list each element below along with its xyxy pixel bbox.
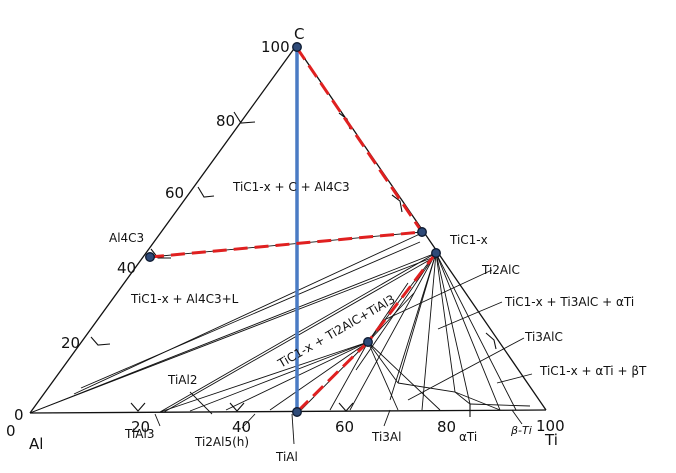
leader-line bbox=[383, 269, 493, 321]
tie-line bbox=[80, 241, 421, 389]
region-label-tic-al4c3-l: TiC1-x + Al4C3+L bbox=[130, 292, 239, 306]
point-markers bbox=[145, 42, 441, 417]
tie-line bbox=[329, 341, 369, 411]
leader-line bbox=[383, 409, 391, 427]
tie-line bbox=[29, 252, 437, 414]
marker-tic-upper bbox=[417, 227, 427, 237]
tie-line bbox=[421, 252, 437, 411]
tie-line bbox=[189, 341, 369, 412]
axis-tick-ti-0: 0 bbox=[6, 422, 16, 440]
tick-mark bbox=[233, 111, 256, 124]
tie-line bbox=[355, 257, 434, 371]
leader-line bbox=[511, 409, 523, 425]
axis-tick-c-60: 60 bbox=[165, 184, 184, 202]
axis-tick-ti-100: 100 bbox=[536, 417, 565, 435]
region-label-tic-alpha-beta: TiC1-x + αTi + βT bbox=[539, 364, 647, 378]
leader-line bbox=[154, 413, 161, 427]
axis-labels: C 100 80 60 40 20 0 0 Al 20 40 60 80 100… bbox=[6, 25, 565, 453]
axis-tick-c-20: 20 bbox=[61, 334, 80, 352]
axis-tick-c-40: 40 bbox=[117, 259, 136, 277]
tie-lines bbox=[29, 231, 531, 414]
tie-line bbox=[73, 232, 423, 395]
phase-label-al4c3: Al4C3 bbox=[109, 231, 144, 245]
marker-ti2alc bbox=[363, 337, 373, 347]
phase-label-ti3al: Ti3Al bbox=[371, 430, 401, 444]
axis-tick-c-100: 100 bbox=[261, 38, 290, 56]
tie-line bbox=[435, 252, 456, 393]
tick-mark bbox=[338, 402, 354, 412]
phase-label-beta-ti: β-Ti bbox=[510, 424, 532, 437]
axis-tick-ti-60: 60 bbox=[335, 418, 354, 436]
tick-mark bbox=[150, 248, 171, 259]
tie-line bbox=[349, 252, 437, 411]
axis-tick-c-80: 80 bbox=[216, 112, 235, 130]
leader-lines bbox=[154, 269, 533, 445]
marker-al4c3 bbox=[145, 252, 155, 262]
al-ti-edge bbox=[29, 409, 547, 414]
marker-tic-lower bbox=[431, 248, 441, 258]
tie-line bbox=[367, 292, 415, 343]
tick-mark bbox=[229, 402, 245, 412]
phase-label-ti2al5: Ti2Al5(h) bbox=[194, 435, 249, 449]
tie-line bbox=[269, 341, 369, 411]
corner-ti-label: Ti bbox=[544, 431, 558, 449]
axis-tick-ti-20: 20 bbox=[131, 418, 150, 436]
leader-line bbox=[241, 413, 256, 429]
red-dashed-line bbox=[295, 340, 370, 414]
phase-label-tic: TiC1-x bbox=[449, 233, 488, 247]
tie-line bbox=[435, 252, 501, 411]
marker-c bbox=[292, 42, 302, 52]
region-label-tic-ti2alc-tial3: TiC1-x + Ti2AlC+TiAl3 bbox=[275, 292, 398, 371]
c-al-edge bbox=[29, 45, 297, 414]
phase-label-alpha-ti: αTi bbox=[459, 430, 477, 444]
corner-al-label: Al bbox=[29, 435, 43, 453]
tick-mark bbox=[90, 336, 111, 346]
tie-line bbox=[435, 252, 517, 411]
axis-tick-ti-40: 40 bbox=[232, 418, 251, 436]
marker-tial bbox=[292, 407, 302, 417]
red-dashed-tie-lines bbox=[149, 47, 438, 414]
leader-line bbox=[291, 413, 295, 445]
phase-labels: Al4C3 TiC1-x Ti2AlC Ti3AlC TiAl3 TiAl2 T… bbox=[109, 231, 563, 464]
tie-line bbox=[454, 391, 501, 411]
leader-line bbox=[407, 337, 525, 401]
phase-label-tial3: TiAl3 bbox=[124, 427, 154, 441]
region-label-tic-ti3alc-alpha: TiC1-x + Ti3AlC + αTi bbox=[504, 295, 634, 309]
tick-mark bbox=[391, 194, 403, 213]
phase-label-tial2: TiAl2 bbox=[167, 373, 197, 387]
leader-line bbox=[437, 301, 503, 330]
tick-mark bbox=[197, 186, 215, 198]
axis-tick-al-0: 0 bbox=[14, 406, 24, 424]
corner-c-label: C bbox=[294, 25, 304, 43]
leader-line bbox=[496, 373, 533, 384]
tick-marks bbox=[90, 111, 497, 417]
tie-line bbox=[29, 256, 435, 414]
tick-mark bbox=[130, 402, 146, 412]
tie-line bbox=[435, 252, 471, 405]
axis-tick-ti-80: 80 bbox=[437, 418, 456, 436]
region-label-tic-c-al4c3: TiC1-x + C + Al4C3 bbox=[232, 180, 350, 194]
red-dashed-line bbox=[366, 252, 438, 343]
tie-line bbox=[367, 282, 409, 343]
tie-line bbox=[367, 341, 441, 411]
region-labels: TiC1-x + C + Al4C3 TiC1-x + Al4C3+L TiC1… bbox=[130, 180, 647, 378]
tie-line bbox=[367, 341, 399, 411]
phase-label-ti2alc: Ti2AlC bbox=[481, 263, 520, 277]
phase-label-tial: TiAl bbox=[275, 450, 298, 464]
tie-line bbox=[389, 252, 437, 401]
tie-line bbox=[159, 341, 369, 413]
tie-line bbox=[469, 403, 531, 407]
red-dashed-line bbox=[149, 230, 423, 259]
tick-mark bbox=[485, 332, 497, 350]
tie-line bbox=[367, 341, 399, 384]
phase-label-ti3alc: Ti3AlC bbox=[524, 330, 563, 344]
red-dashed-line bbox=[295, 47, 424, 233]
leader-line bbox=[189, 391, 213, 415]
